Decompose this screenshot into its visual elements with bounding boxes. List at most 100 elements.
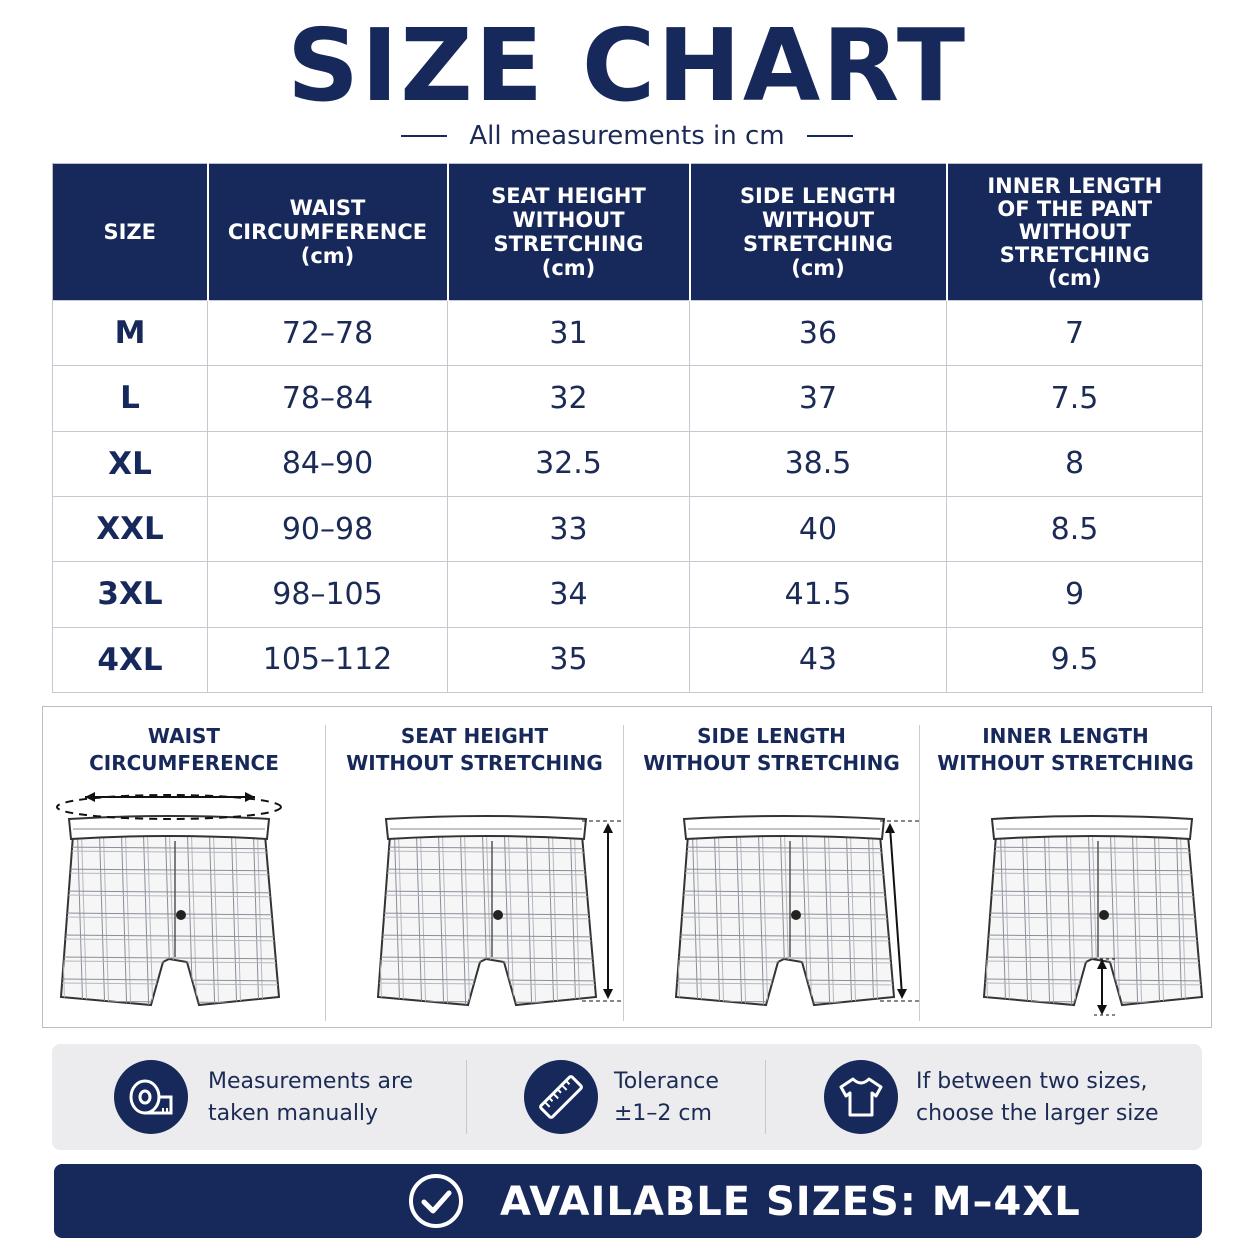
arrowhead (885, 823, 895, 833)
plaid-line (984, 1000, 1202, 1004)
size-cell: 4XL (52, 626, 208, 694)
waist-dashed-loop (56, 794, 282, 820)
arrowhead (603, 989, 613, 999)
header-line: SIDE LENGTH (739, 184, 897, 208)
plaid-line (190, 835, 198, 1005)
plaid-line (676, 1000, 894, 1004)
table-row: L 78–84 32 37 7.5 (52, 365, 1203, 432)
inner-cell: 8 (946, 430, 1203, 497)
plaid-line (676, 1004, 894, 1005)
table-row: M 72–78 31 36 7 (52, 299, 1203, 367)
plaid-line (676, 835, 677, 1005)
diagram-seat-height: SEAT HEIGHT WITHOUT STRETCHING (326, 707, 623, 1027)
plaid-line (871, 835, 879, 1005)
plaid-line (823, 835, 831, 1005)
table-row: XL 84–90 32.5 38.5 8 (52, 430, 1203, 497)
waist-cell: 72–78 (207, 299, 448, 367)
table-row: 3XL 98–105 34 41.5 9 (52, 561, 1203, 628)
plaid-line (529, 835, 537, 1005)
header-line: INNER LENGTH (987, 173, 1163, 198)
diagram-label-line: WITHOUT STRETCHING (346, 751, 603, 775)
diagram-label-line: WITHOUT STRETCHING (937, 751, 1194, 775)
info-icon-badge (524, 1060, 598, 1134)
plaid-line (867, 835, 875, 1005)
info-line: Measurements are (208, 1069, 414, 1094)
info-line: ±1–2 cm (614, 1101, 712, 1126)
seat-cell: 32 (447, 365, 690, 432)
table-header-row: SIZE WAIST CIRCUMFERENCE (cm) SEAT HEIGH… (52, 163, 1203, 301)
side-cell: 38.5 (689, 430, 947, 497)
info-item-tolerance: Tolerance ±1–2 cm (524, 1044, 764, 1150)
plaid-line (827, 835, 835, 1005)
plaid-line (805, 835, 813, 1005)
button (791, 910, 801, 920)
inner-cell: 7 (946, 299, 1203, 367)
diagram-label-line: WITHOUT STRETCHING (643, 751, 900, 775)
size-cell: L (52, 365, 208, 432)
subtitle-rule-left (401, 135, 448, 137)
info-icon-badge (114, 1060, 188, 1134)
subtitle-row: All measurements in cm (0, 116, 1254, 156)
diagram-label: WAIST CIRCUMFERENCE (43, 723, 325, 777)
arrowhead (1097, 1005, 1107, 1015)
plaid-line (1179, 835, 1187, 1005)
diagram-side-length: SIDE LENGTH WITHOUT STRETCHING (624, 707, 919, 1027)
plaid-line (234, 835, 242, 1005)
waistband (384, 815, 588, 841)
plaid-line (1131, 835, 1139, 1005)
info-strip: Measurements are taken manually Toleranc… (52, 1044, 1202, 1150)
plaid-line (595, 835, 596, 1005)
header-line: SEAT HEIGHT (491, 184, 646, 208)
subtitle: All measurements in cm (469, 121, 785, 151)
plaid-pattern (378, 835, 596, 1005)
measuring-tape-icon (129, 1079, 173, 1115)
plaid-line (1135, 835, 1143, 1005)
waistband (682, 815, 886, 841)
panel-divider (623, 725, 624, 1021)
plaid-line (676, 956, 894, 960)
header-line: (cm) (791, 256, 845, 280)
tshirt-icon (839, 1077, 883, 1117)
header-line: CIRCUMFERENCE (227, 220, 428, 244)
side-cell: 37 (689, 365, 947, 432)
plaid-line (1153, 835, 1161, 1005)
plaid-line (1113, 835, 1121, 1005)
waistband (990, 815, 1194, 841)
button (493, 910, 503, 920)
page-title: SIZE CHART (286, 7, 968, 124)
plaid-line (845, 835, 853, 1005)
shorts-drawing (56, 792, 282, 1007)
size-cell: M (52, 299, 208, 367)
diagram-label-line: SIDE LENGTH (697, 724, 846, 748)
header-line: SIZE (103, 220, 156, 244)
size-table: SIZE WAIST CIRCUMFERENCE (cm) SEAT HEIGH… (52, 163, 1203, 694)
arrowhead (245, 792, 255, 802)
info-line: If between two sizes, (916, 1069, 1148, 1094)
plaid-line (551, 835, 559, 1005)
inner-cell: 7.5 (946, 365, 1203, 432)
ruler-icon (539, 1075, 583, 1119)
available-sizes-banner: AVAILABLE SIZES: M–4XL (54, 1164, 1202, 1238)
plaid-line (61, 1004, 279, 1005)
header-side-length: SIDE LENGTH WITHOUT STRETCHING (cm) (689, 163, 948, 301)
shorts-drawing (376, 815, 622, 1007)
info-divider (765, 1060, 766, 1134)
seat-cell: 34 (447, 561, 690, 628)
panel-divider (919, 725, 920, 1021)
plaid-line (61, 1000, 279, 1004)
info-text: If between two sizes, choose the larger … (916, 1066, 1159, 1130)
side-cell: 41.5 (689, 561, 947, 628)
plaid-line (1157, 835, 1165, 1005)
plaid-line (1201, 835, 1202, 1005)
inner-cell: 9.5 (946, 626, 1203, 694)
header-line: (cm) (1047, 265, 1102, 290)
diagram-label-line: CIRCUMFERENCE (89, 751, 279, 775)
plaid-line (378, 835, 379, 1005)
size-cell: 3XL (52, 561, 208, 628)
plaid-line (984, 956, 1202, 960)
shorts-drawing (982, 815, 1204, 1016)
side-cell: 43 (689, 626, 947, 694)
plaid-line (525, 835, 533, 1005)
waist-cell: 84–90 (207, 430, 448, 497)
waistband (67, 815, 271, 841)
